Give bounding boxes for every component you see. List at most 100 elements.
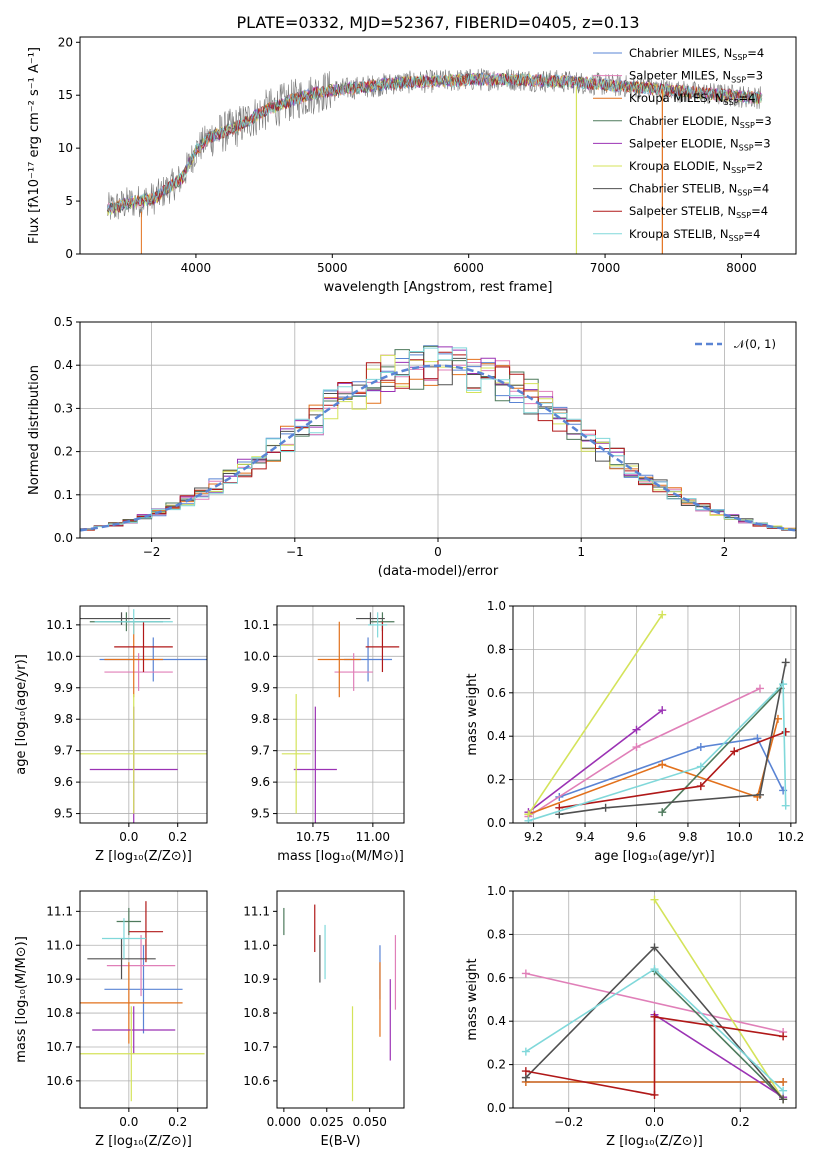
x-tick-label: 10.2 bbox=[777, 830, 804, 844]
point-marker bbox=[658, 808, 667, 817]
plot-area-weight-vs-Z bbox=[513, 891, 796, 1108]
y-tick-label: 10.8 bbox=[46, 1006, 73, 1020]
y-tick-label: 10.6 bbox=[46, 1074, 73, 1088]
x-tick-label: 8000 bbox=[726, 261, 757, 275]
plot-area-mass-vs-ebv bbox=[283, 904, 397, 1102]
x-tick-label: 0.025 bbox=[310, 1115, 344, 1129]
series-line-6 bbox=[653, 899, 784, 1100]
point-marker bbox=[781, 727, 790, 736]
axes-frame bbox=[79, 605, 208, 824]
y-tick-label: 10.1 bbox=[46, 618, 73, 632]
legend-name: Chabrier ELODIE, N bbox=[629, 114, 740, 128]
legend-name: Chabrier MILES, N bbox=[629, 46, 732, 60]
point-marker bbox=[779, 1032, 788, 1041]
point-marker bbox=[650, 943, 659, 952]
point-marker bbox=[779, 1095, 788, 1104]
data-point-6 bbox=[281, 694, 311, 814]
y-tick-label: 0.0 bbox=[487, 1101, 506, 1115]
y-axis-label: Normed distribution bbox=[27, 365, 42, 495]
plot-area-weight-vs-age bbox=[513, 606, 796, 823]
legend-sub: SSP bbox=[739, 143, 754, 152]
x-tick-label: 0 bbox=[434, 545, 442, 559]
legend-name: Salpeter ELODIE, N bbox=[629, 136, 739, 150]
data-point-6 bbox=[80, 694, 207, 814]
x-tick-label: 0.2 bbox=[168, 830, 187, 844]
y-tick-label: 0.6 bbox=[487, 971, 506, 985]
point-marker bbox=[524, 816, 533, 823]
axes-frame bbox=[512, 890, 797, 1109]
x-tick-label: 0.2 bbox=[731, 1115, 750, 1129]
legend-entry: Kroupa MILES, NSSP=4 bbox=[629, 91, 755, 107]
x-tick-label: −0.2 bbox=[554, 1115, 583, 1129]
x-axis-label: Z [log₁₀(Z/Z⊙)] bbox=[95, 1134, 192, 1149]
x-axis-label: age [log₁₀(age/yr)] bbox=[594, 849, 715, 864]
x-axis-label: mass [log₁₀(M/M⊙)] bbox=[277, 849, 404, 864]
y-tick-label: 0.1 bbox=[54, 488, 73, 502]
y-tick-label: 9.6 bbox=[251, 775, 270, 789]
x-axis-label: wavelength [Angstrom, rest frame] bbox=[324, 280, 553, 295]
series-line-9 bbox=[528, 682, 787, 822]
chart-title: PLATE=0332, MJD=52367, FIBERID=0405, z=0… bbox=[236, 13, 639, 32]
point-marker bbox=[658, 706, 667, 715]
legend-entry: 𝒩(0, 1) bbox=[734, 337, 776, 351]
plot-area-age-vs-Z bbox=[80, 606, 207, 823]
legend-sub: SSP bbox=[729, 234, 744, 243]
y-tick-label: 10.9 bbox=[46, 972, 73, 986]
point-marker bbox=[755, 790, 764, 799]
series-line-4 bbox=[653, 970, 784, 1100]
legend-suffix: =3 bbox=[746, 69, 763, 83]
plot-area-mass-vs-Z bbox=[80, 891, 207, 1108]
y-tick-label: 1.0 bbox=[487, 884, 506, 898]
y-tick-label: 10.7 bbox=[46, 1040, 73, 1054]
y-tick-label: 11.1 bbox=[243, 904, 270, 918]
legend-suffix: =4 bbox=[739, 91, 756, 105]
y-tick-label: 0.6 bbox=[487, 686, 506, 700]
legend-sub: SSP bbox=[740, 121, 755, 130]
x-tick-label: 0.2 bbox=[168, 1115, 187, 1129]
legend-suffix: =4 bbox=[752, 182, 769, 196]
y-tick-label: 10.8 bbox=[243, 1006, 270, 1020]
x-tick-label: −1 bbox=[286, 545, 304, 559]
axes-frame bbox=[512, 605, 797, 824]
x-tick-label: 0.0 bbox=[119, 1115, 138, 1129]
data-point-6 bbox=[80, 1006, 205, 1102]
legend-sub: SSP bbox=[736, 211, 751, 220]
y-axis-label: mass weight bbox=[465, 673, 480, 755]
x-tick-label: 2 bbox=[721, 545, 729, 559]
data-point-1 bbox=[104, 945, 183, 1034]
point-marker bbox=[730, 747, 739, 756]
y-tick-label: 0.2 bbox=[487, 1058, 506, 1072]
series-line-5 bbox=[527, 709, 663, 813]
x-tick-label: 9.4 bbox=[575, 830, 594, 844]
y-tick-label: 0.5 bbox=[54, 315, 73, 329]
data-point-2 bbox=[104, 653, 173, 691]
y-tick-label: 0.8 bbox=[487, 642, 506, 656]
point-marker bbox=[779, 1077, 788, 1086]
point-marker bbox=[658, 610, 667, 619]
legend-sub: SSP bbox=[732, 53, 747, 62]
point-marker bbox=[696, 743, 705, 752]
data-point-9 bbox=[101, 918, 146, 959]
y-tick-label: 0.0 bbox=[54, 531, 73, 545]
data-point-5 bbox=[92, 1006, 176, 1054]
point-marker bbox=[779, 1086, 788, 1095]
y-axis-label: mass weight bbox=[465, 958, 480, 1040]
y-tick-label: 0 bbox=[65, 247, 73, 261]
legend-sub: SSP bbox=[731, 166, 746, 175]
x-tick-label: −2 bbox=[143, 545, 161, 559]
y-tick-label: 10.0 bbox=[243, 649, 270, 663]
series-line-7 bbox=[559, 662, 787, 816]
panel-spectrum: 4000 5000 6000 7000 8000 0 5 10 15 20 wavelength [… bbox=[27, 13, 797, 295]
point-marker bbox=[696, 762, 705, 771]
x-tick-label: 0.050 bbox=[352, 1115, 386, 1129]
legend-entry: Chabrier MILES, NSSP=4 bbox=[629, 46, 764, 62]
point-marker bbox=[696, 782, 705, 791]
y-tick-label: 9.8 bbox=[251, 712, 270, 726]
legend-suffix: =2 bbox=[746, 159, 763, 173]
x-tick-label: 0.0 bbox=[645, 1115, 664, 1129]
legend-entry: Kroupa ELODIE, NSSP=2 bbox=[629, 159, 763, 175]
legend-entry: Salpeter STELIB, NSSP=4 bbox=[629, 204, 768, 220]
legend-name: Chabrier STELIB, N bbox=[629, 182, 737, 196]
axes-frame bbox=[79, 321, 797, 539]
y-tick-label: 1.0 bbox=[487, 599, 506, 613]
